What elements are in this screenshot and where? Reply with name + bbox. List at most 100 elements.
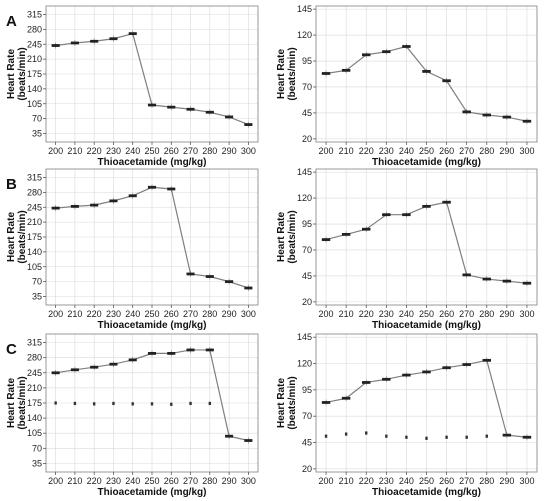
secondary-point <box>92 402 96 406</box>
data-point-box <box>462 110 471 114</box>
data-point-box <box>321 238 331 241</box>
x-tick-label: 220 <box>359 309 374 319</box>
data-point-box <box>442 200 451 204</box>
data-point-box <box>109 199 118 203</box>
chart-a-left: 35 70 105 140 175 210 245 280 315 200 210 220 230 240… <box>6 5 259 168</box>
data-point-box <box>90 203 99 207</box>
data-point-box <box>244 439 253 442</box>
secondary-point <box>189 401 192 406</box>
chart-c-left: 35 70 105 140 175 210 245 280 315 200 210 220 230 240… <box>6 333 259 498</box>
y-tick-label: 120 <box>297 30 312 40</box>
x-tick-label: 270 <box>183 146 198 156</box>
x-tick-label: 250 <box>144 476 159 486</box>
data-point-box <box>422 70 431 73</box>
data-point-box <box>225 115 234 119</box>
x-tick-label: 280 <box>202 309 217 319</box>
data-point-box <box>244 123 253 126</box>
x-tick-label: 220 <box>87 309 102 319</box>
data-point-box <box>382 213 391 217</box>
x-tick-label: 240 <box>399 476 414 486</box>
data-point-box <box>186 348 195 352</box>
x-tick-label: 280 <box>202 146 217 156</box>
y-tick-label: 45 <box>302 271 312 281</box>
data-point-box <box>402 45 411 48</box>
data-point-box <box>167 187 176 191</box>
x-tick-label: 240 <box>399 309 414 319</box>
x-tick-label: 290 <box>222 146 237 156</box>
x-tick-label: 250 <box>419 309 434 319</box>
x-axis-title: Thioacetamide (mg/kg) <box>98 157 207 168</box>
x-tick-label: 300 <box>241 146 256 156</box>
x-tick-label: 300 <box>519 309 534 319</box>
y-axis-title-line: Heart Rate <box>276 49 287 99</box>
x-tick-label: 230 <box>379 146 394 156</box>
secondary-point <box>131 402 134 406</box>
x-tick-label: 270 <box>459 309 474 319</box>
x-tick-label: 260 <box>164 309 179 319</box>
x-tick-label: 200 <box>319 146 334 156</box>
secondary-point <box>465 435 468 439</box>
y-axis-title: Heart Rate(beats/min) <box>276 47 298 100</box>
data-point-box <box>502 433 512 437</box>
panel-letter-c: C <box>6 341 17 358</box>
x-tick-label: 290 <box>499 146 514 156</box>
x-axis-title: Thioacetamide (mg/kg) <box>98 320 207 331</box>
y-axis-title-line: (beats/min) <box>17 47 28 100</box>
y-axis-title: Heart Rate(beats/min) <box>6 47 28 100</box>
panel-letter-a: A <box>6 13 17 30</box>
y-tick-label: 280 <box>27 24 42 34</box>
secondary-point <box>112 401 115 406</box>
y-tick-label: 175 <box>27 398 42 408</box>
data-point-box <box>422 370 431 374</box>
chart-b-right: 20 45 70 95 120 145 200 210 220 230 240 250 260 270 28… <box>276 167 538 331</box>
x-tick-label: 290 <box>499 476 514 486</box>
y-tick-label: 140 <box>27 84 42 94</box>
y-tick-label: 120 <box>297 358 312 368</box>
y-axis-title-line: Heart Rate <box>6 212 17 262</box>
x-tick-label: 210 <box>339 146 354 156</box>
x-tick-label: 210 <box>67 309 82 319</box>
data-point-box <box>167 352 176 355</box>
y-tick-label: 95 <box>302 385 312 395</box>
y-tick-label: 140 <box>27 247 42 257</box>
x-tick-label: 220 <box>87 476 102 486</box>
y-tick-label: 70 <box>302 411 312 421</box>
y-tick-label: 95 <box>302 219 312 229</box>
x-tick-label: 280 <box>479 476 494 486</box>
data-point-box <box>109 362 118 366</box>
x-tick-label: 200 <box>319 476 334 486</box>
y-axis-title-line: Heart Rate <box>6 49 17 99</box>
y-tick-label: 145 <box>297 332 312 342</box>
x-axis-title: Thioacetamide (mg/kg) <box>98 487 207 498</box>
y-tick-label: 145 <box>297 167 312 177</box>
x-tick-label: 280 <box>479 309 494 319</box>
x-tick-label: 300 <box>241 476 256 486</box>
y-axis-title: Heart Rate(beats/min) <box>276 376 298 429</box>
x-axis-title: Thioacetamide (mg/kg) <box>372 487 481 498</box>
x-tick-label: 230 <box>379 309 394 319</box>
secondary-point <box>324 434 328 438</box>
x-tick-label: 260 <box>439 146 454 156</box>
data-point-box <box>205 110 214 114</box>
y-axis-title: Heart Rate(beats/min) <box>6 376 28 429</box>
chart-a-right: 20 45 70 95 120 145 200 210 220 230 240 250 260 270 28… <box>276 4 538 168</box>
data-point-box <box>70 368 79 372</box>
y-tick-label: 95 <box>302 56 312 66</box>
y-axis-title-line: (beats/min) <box>287 47 298 100</box>
chart-c-right: 20 45 70 95 120 145 200 210 220 230 240 250 260 270 28… <box>276 332 538 498</box>
x-tick-label: 270 <box>459 476 474 486</box>
data-point-box <box>70 205 79 208</box>
x-tick-label: 270 <box>459 146 474 156</box>
data-point-box <box>186 272 195 276</box>
data-point-box <box>205 348 214 352</box>
data-point-box <box>482 277 491 281</box>
y-tick-label: 35 <box>32 129 42 139</box>
y-axis-title-line: Heart Rate <box>276 378 287 428</box>
x-tick-label: 210 <box>67 476 82 486</box>
data-point-box <box>462 363 471 366</box>
data-point-box <box>502 279 512 283</box>
data-point-box <box>90 39 99 43</box>
data-point-box <box>225 434 234 438</box>
x-tick-label: 230 <box>379 476 394 486</box>
data-point-box <box>522 435 532 439</box>
